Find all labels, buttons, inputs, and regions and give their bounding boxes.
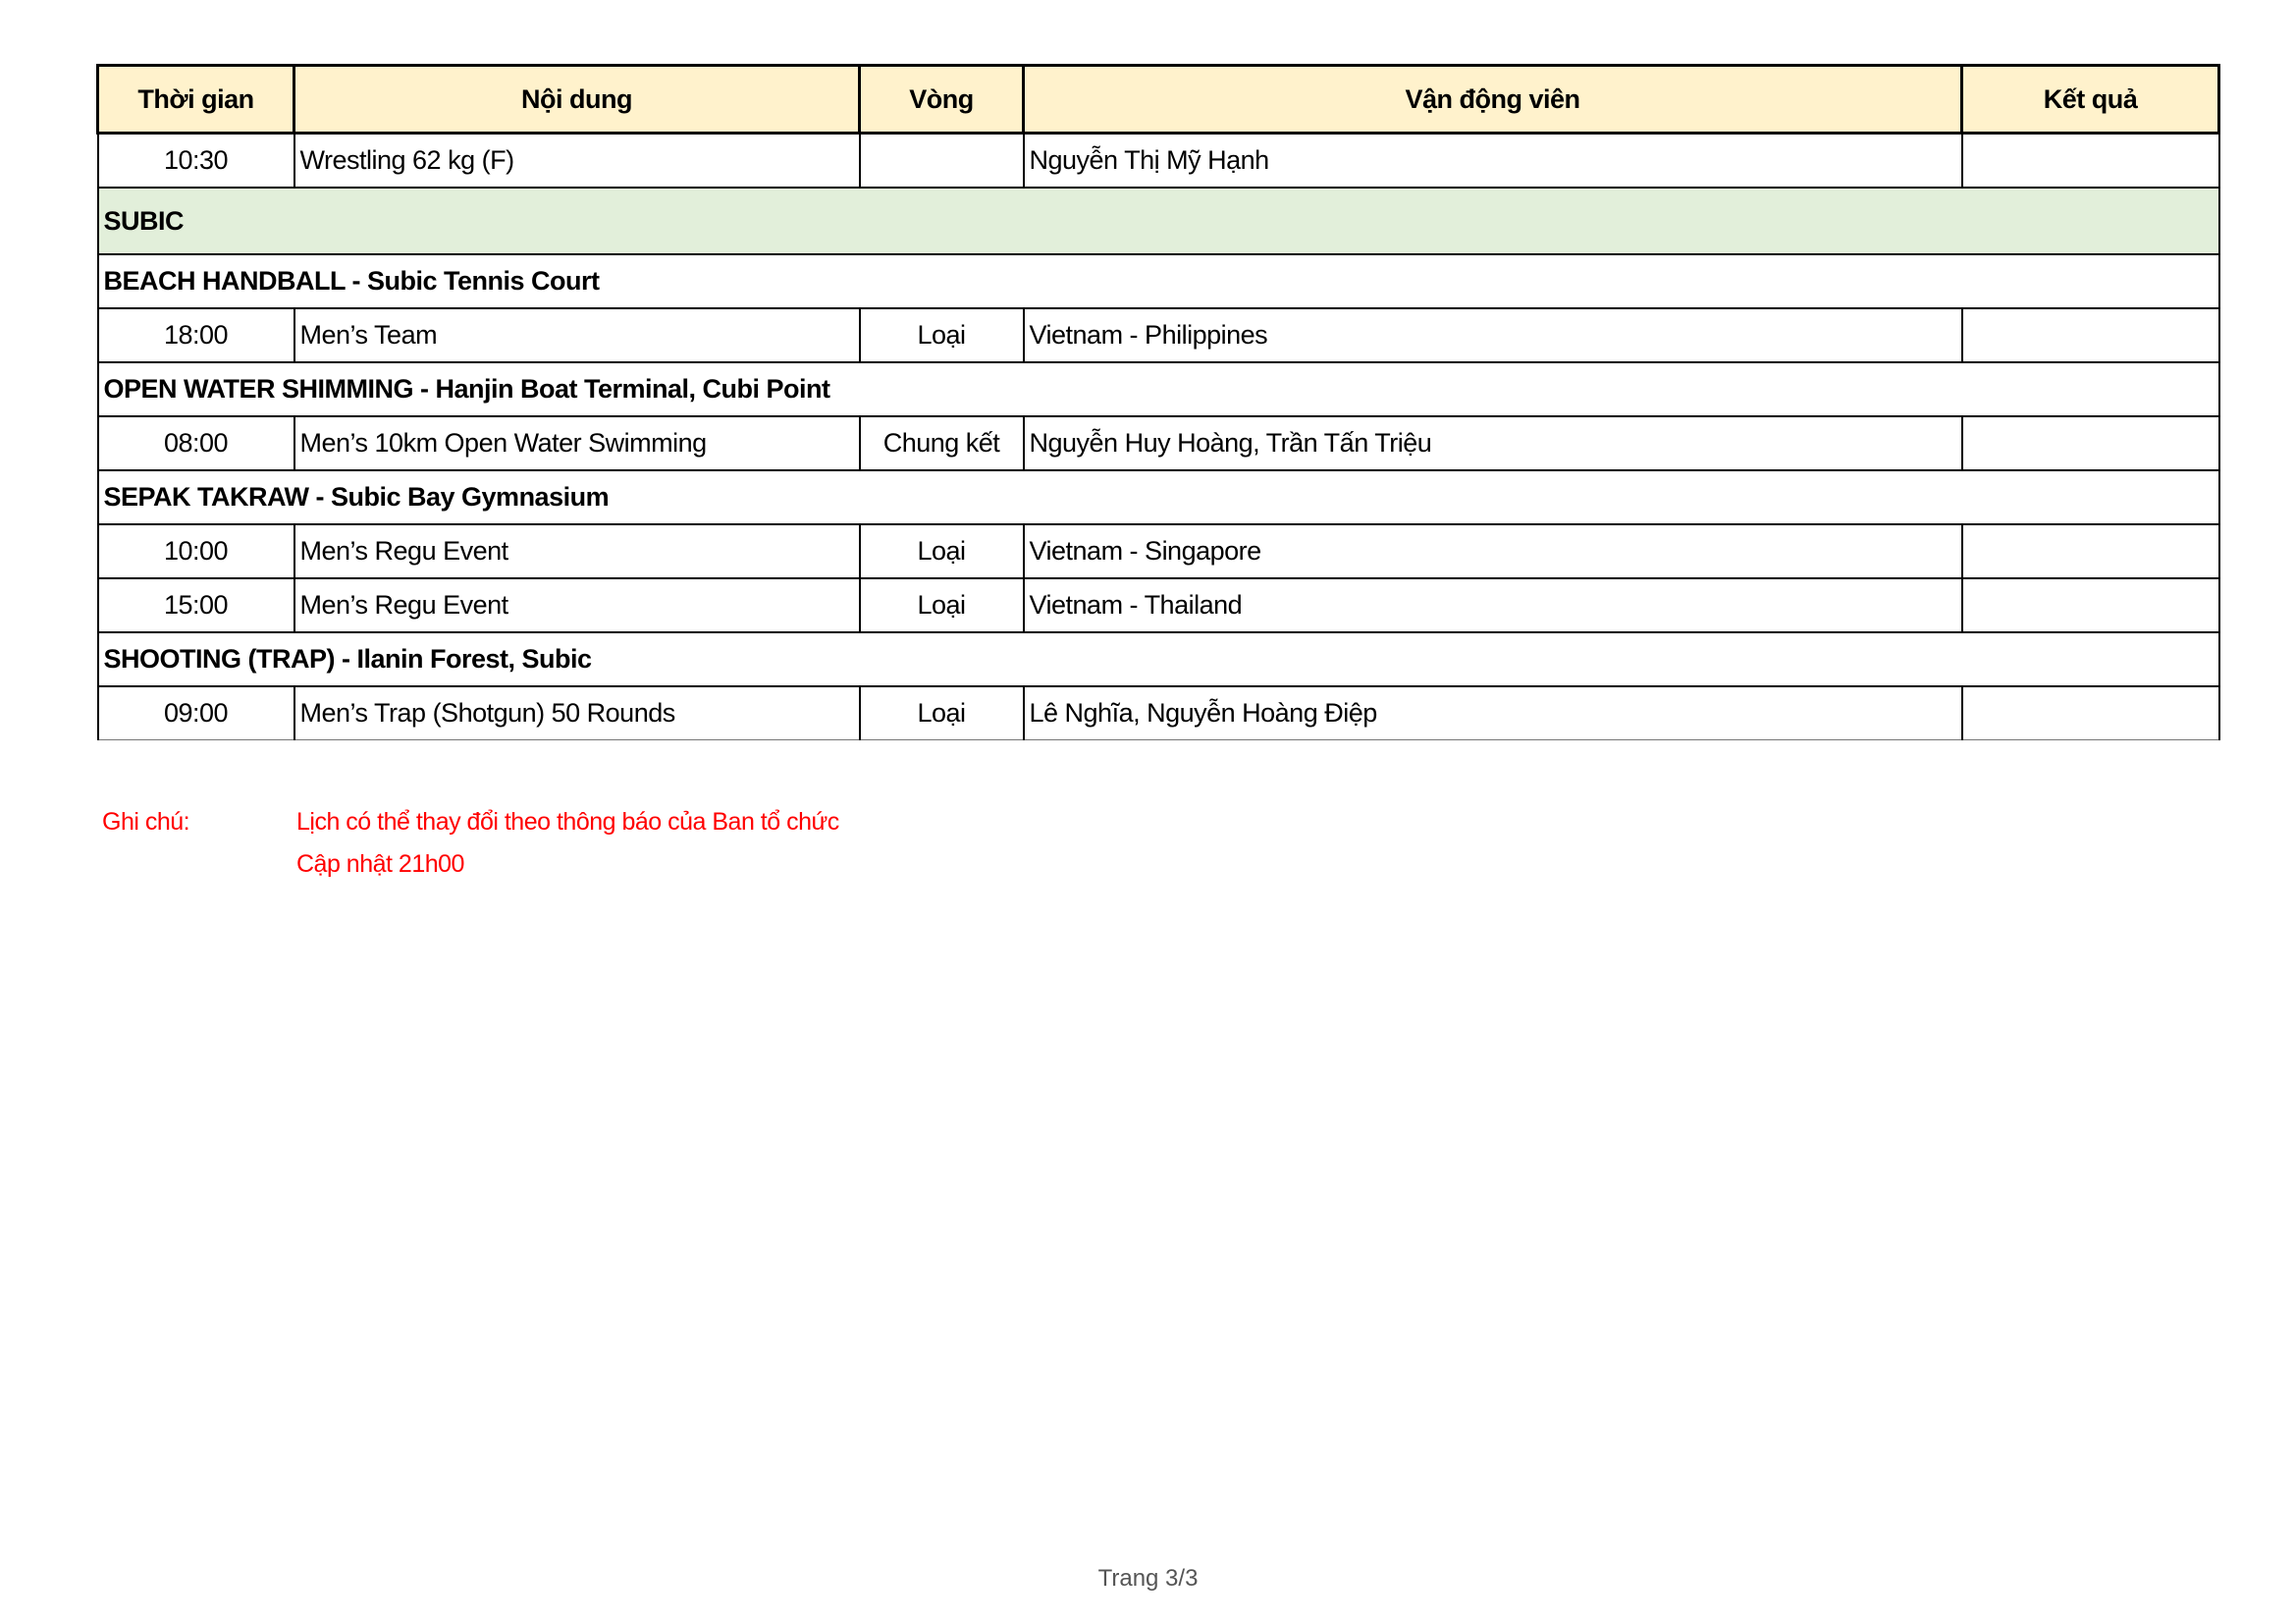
table-row: 08:00 Men’s 10km Open Water Swimming Chu… (96, 415, 2220, 471)
col-round: Vòng (858, 64, 1025, 135)
round-cell: Loại (858, 307, 1025, 363)
notes-line-1: Lịch có thể thay đổi theo thông báo của … (296, 808, 839, 836)
venue-row: SUBIC (96, 187, 2220, 255)
athletes-cell: Vietnam - Singapore (1022, 523, 1963, 579)
event-cell: Wrestling 62 kg (F) (293, 132, 861, 189)
result-cell (1960, 577, 2220, 633)
section-row: SEPAK TAKRAW - Subic Bay Gymnasium (96, 469, 2220, 525)
event-cell: Men’s Trap (Shotgun) 50 Rounds (293, 685, 861, 740)
time-cell: 18:00 (96, 307, 295, 363)
athletes-cell: Lê Nghĩa, Nguyễn Hoàng Điệp (1022, 685, 1963, 740)
time-cell: 09:00 (96, 685, 295, 740)
result-cell (1960, 307, 2220, 363)
time-cell: 10:00 (96, 523, 295, 579)
event-cell: Men’s Regu Event (293, 577, 861, 633)
athletes-cell: Nguyễn Huy Hoàng, Trần Tấn Triệu (1022, 415, 1963, 471)
section-title: SEPAK TAKRAW - Subic Bay Gymnasium (96, 469, 2220, 525)
notes-label: Ghi chú: (102, 808, 190, 836)
round-cell: Loại (858, 685, 1025, 740)
time-cell: 10:30 (96, 132, 295, 189)
time-cell: 15:00 (96, 577, 295, 633)
section-row: BEACH HANDBALL - Subic Tennis Court (96, 253, 2220, 309)
result-cell (1960, 685, 2220, 740)
round-cell: Loại (858, 577, 1025, 633)
section-title: BEACH HANDBALL - Subic Tennis Court (96, 253, 2220, 309)
result-cell (1960, 132, 2220, 189)
col-event: Nội dung (293, 64, 861, 135)
table-row: 10:30 Wrestling 62 kg (F) Nguyễn Thị Mỹ … (96, 132, 2220, 189)
time-cell: 08:00 (96, 415, 295, 471)
col-athletes: Vận động viên (1022, 64, 1963, 135)
section-title: OPEN WATER SHIMMING - Hanjin Boat Termin… (96, 361, 2220, 417)
result-cell (1960, 523, 2220, 579)
page-number: Trang 3/3 (1097, 1565, 1199, 1592)
venue-title: SUBIC (96, 187, 2220, 255)
round-cell: Chung kết (858, 415, 1025, 471)
schedule-table: Thời gian Nội dung Vòng Vận động viên Kế… (96, 64, 2220, 740)
table-row: 10:00 Men’s Regu Event Loại Vietnam - Si… (96, 523, 2220, 579)
round-cell: Loại (858, 523, 1025, 579)
athletes-cell: Vietnam - Philippines (1022, 307, 1963, 363)
col-result: Kết quả (1960, 64, 2220, 135)
event-cell: Men’s Team (293, 307, 861, 363)
section-row: OPEN WATER SHIMMING - Hanjin Boat Termin… (96, 361, 2220, 417)
event-cell: Men’s Regu Event (293, 523, 861, 579)
notes-line-2: Cập nhật 21h00 (296, 850, 464, 878)
table-row: 09:00 Men’s Trap (Shotgun) 50 Rounds Loạ… (96, 685, 2220, 740)
col-time: Thời gian (96, 64, 295, 135)
round-cell (858, 132, 1025, 189)
table-header: Thời gian Nội dung Vòng Vận động viên Kế… (96, 64, 2220, 135)
section-title: SHOOTING (TRAP) - Ilanin Forest, Subic (96, 631, 2220, 687)
table-row: 15:00 Men’s Regu Event Loại Vietnam - Th… (96, 577, 2220, 633)
athletes-cell: Vietnam - Thailand (1022, 577, 1963, 633)
athletes-cell: Nguyễn Thị Mỹ Hạnh (1022, 132, 1963, 189)
section-row: SHOOTING (TRAP) - Ilanin Forest, Subic (96, 631, 2220, 687)
result-cell (1960, 415, 2220, 471)
event-cell: Men’s 10km Open Water Swimming (293, 415, 861, 471)
table-row: 18:00 Men’s Team Loại Vietnam - Philippi… (96, 307, 2220, 363)
